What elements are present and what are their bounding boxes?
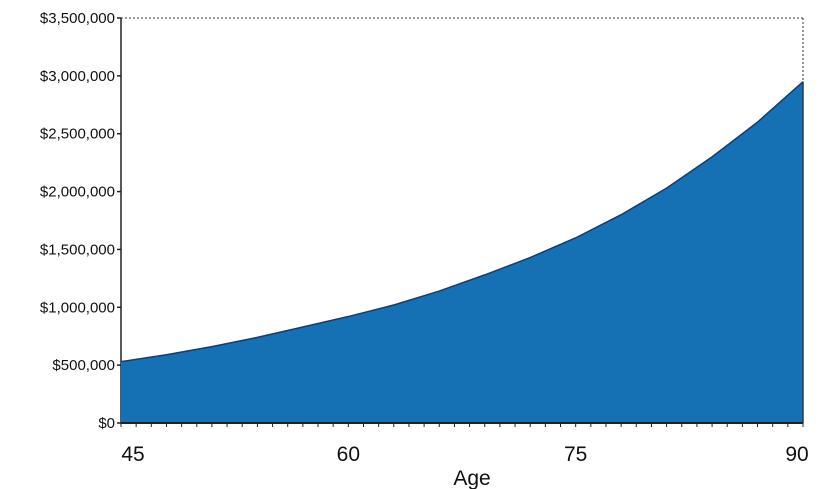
x-tick-label: 60 [337, 443, 360, 466]
y-tick-label: $3,500,000 [40, 10, 115, 27]
y-tick-label: $500,000 [52, 357, 115, 374]
y-tick-label: $2,000,000 [40, 184, 115, 201]
x-tick-label: 45 [121, 443, 144, 466]
plot-area [120, 17, 804, 423]
y-tick-label: $1,000,000 [40, 299, 115, 316]
area-line-series-0 [120, 81, 804, 363]
x-tick-label: 75 [564, 443, 587, 466]
x-axis: 45 60 75 90 [120, 422, 809, 466]
y-axis: $0 $500,000 $1,000,000 $1,500,000 $2,000,000… [40, 10, 122, 432]
x-axis-title: Age [453, 467, 490, 489]
y-tick-label: $0 [98, 415, 115, 432]
area-fill-series-0 [121, 81, 803, 423]
y-tick-label: $3,000,000 [40, 68, 115, 85]
y-tick-label: $1,500,000 [40, 241, 115, 258]
x-tick-label: 90 [785, 443, 808, 466]
y-tick-label: $2,500,000 [40, 126, 115, 143]
